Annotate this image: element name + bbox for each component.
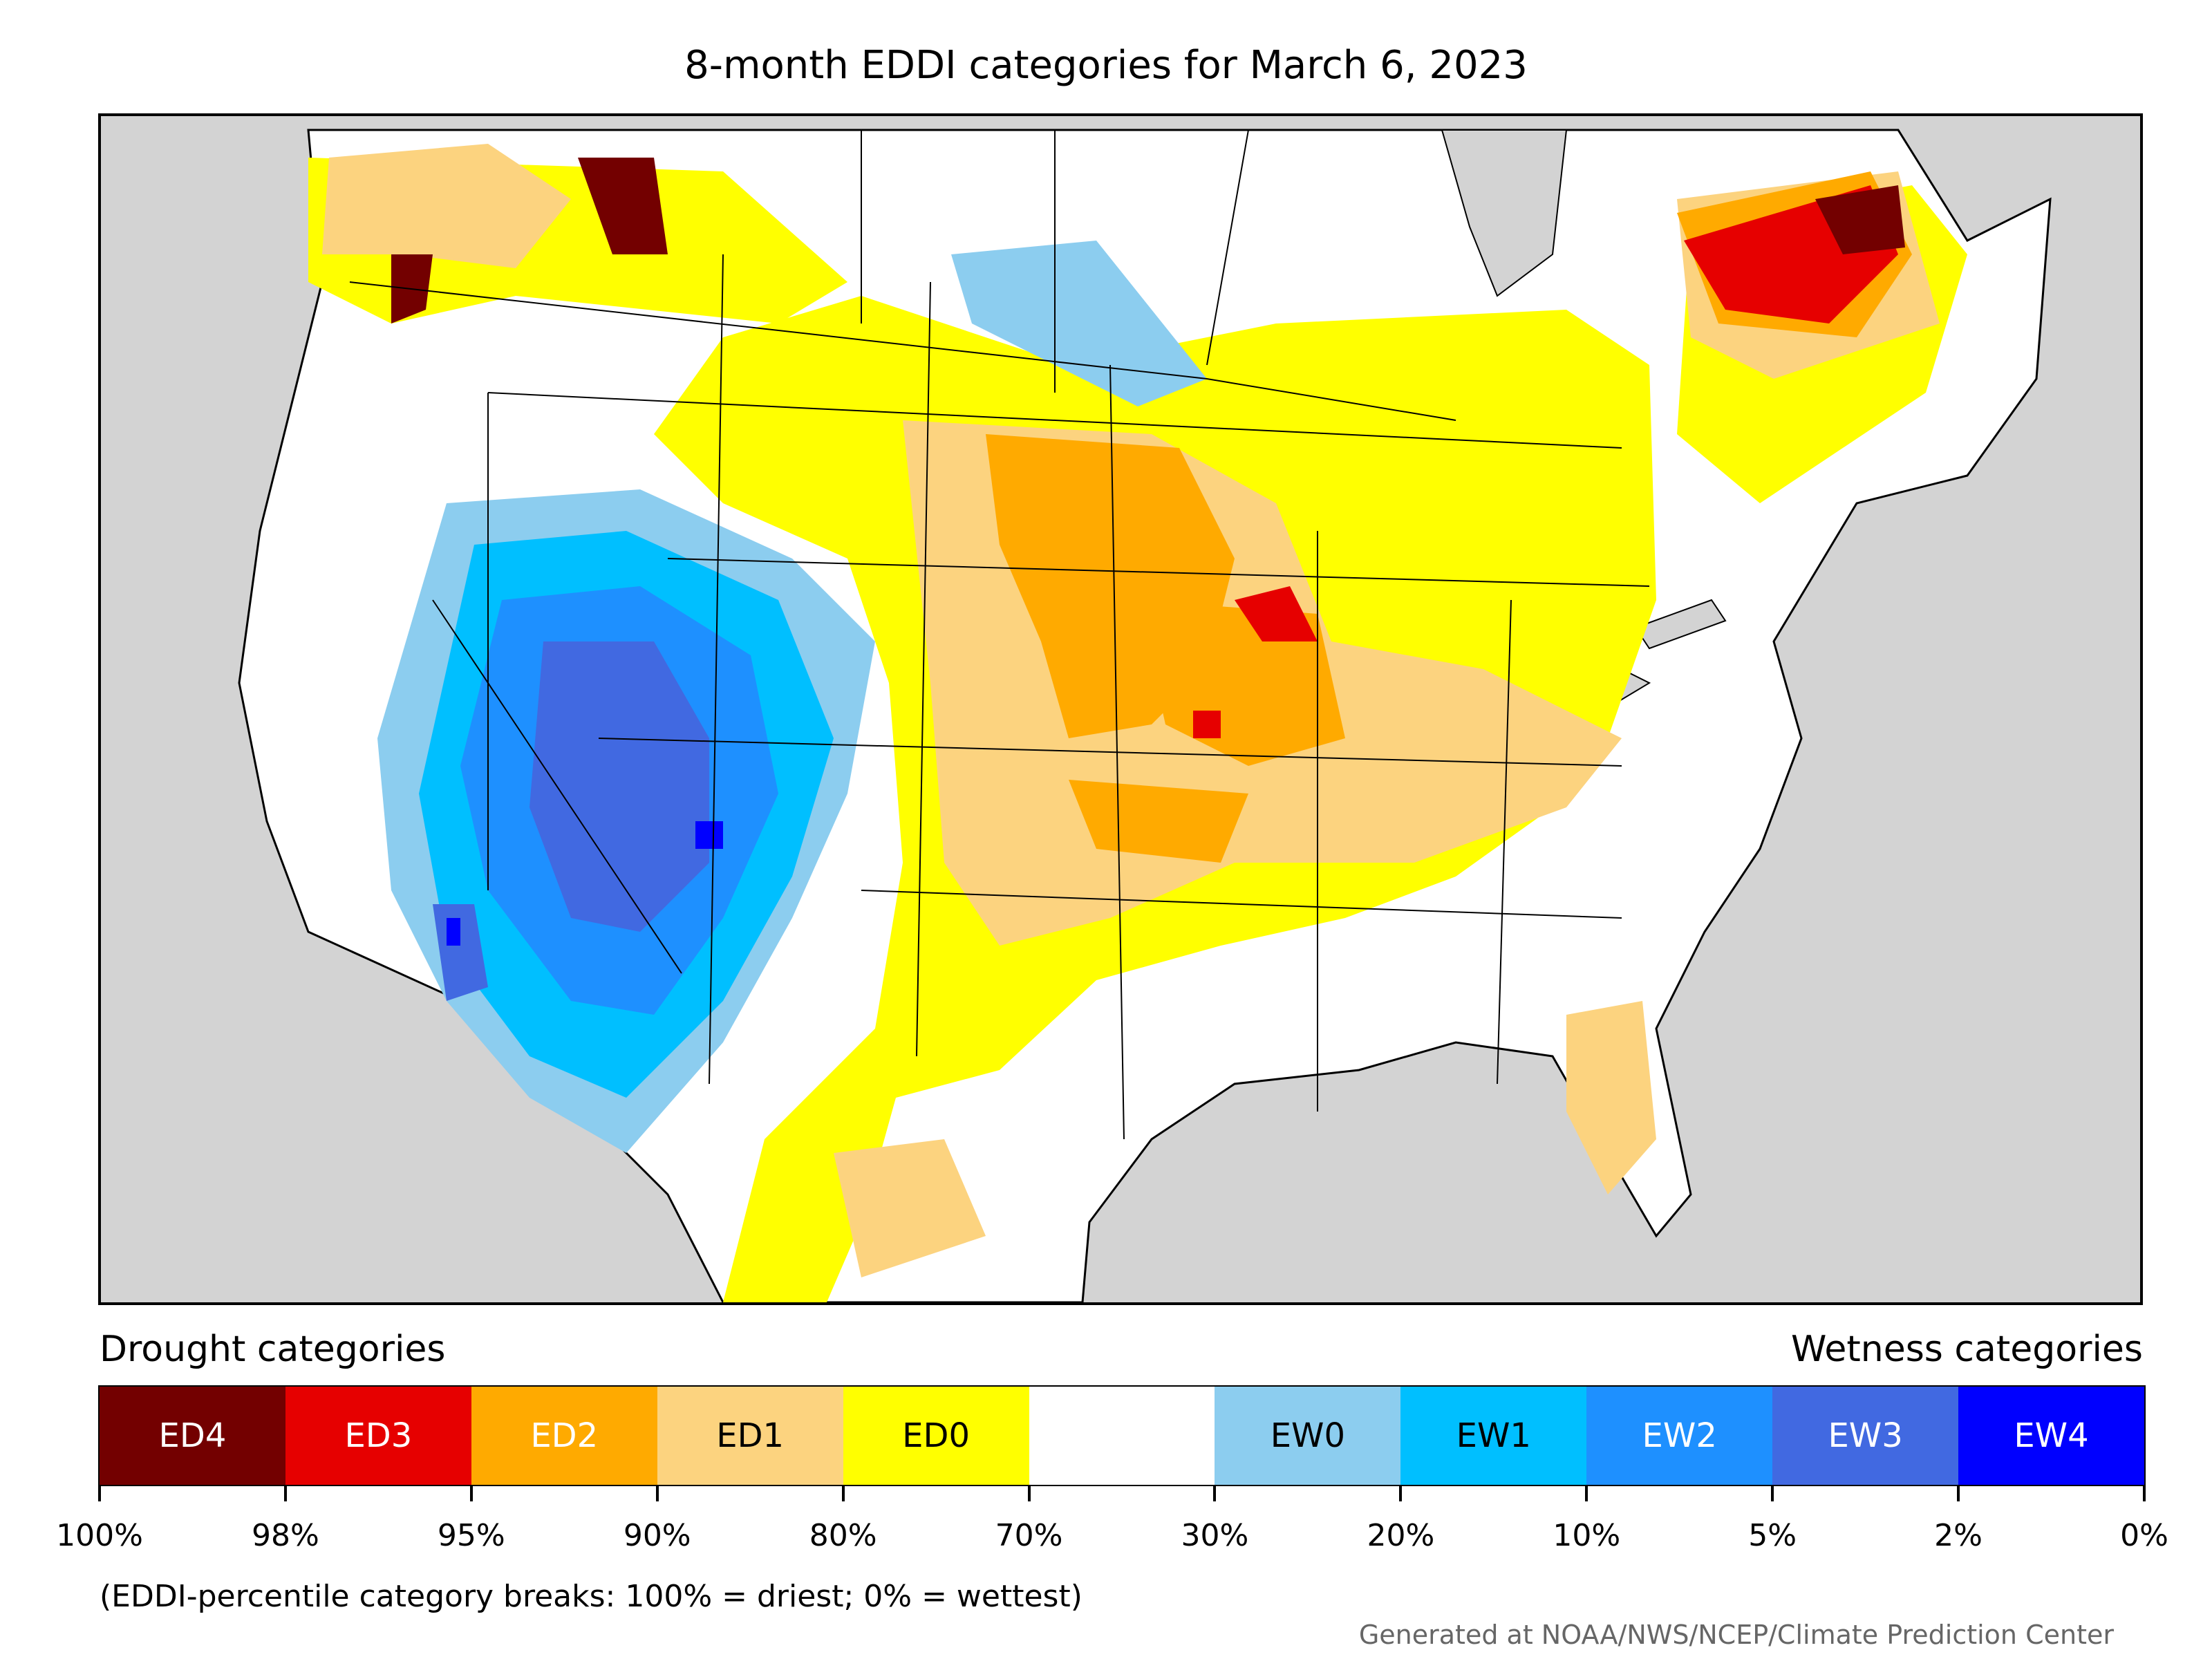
colorbar-cell: ED3 — [285, 1387, 471, 1485]
wetness-layer — [377, 241, 1207, 1153]
colorbar-tick-label: 100% — [56, 1518, 143, 1553]
colorbar-tick — [1027, 1486, 1031, 1501]
colorbar-tick — [1771, 1486, 1774, 1501]
colorbar-tick-label: 70% — [995, 1518, 1063, 1553]
colorbar-tick — [1213, 1486, 1217, 1501]
colorbar-tick-label: 0% — [2120, 1518, 2168, 1553]
hudson-bay — [1441, 129, 1568, 297]
political-boundaries — [349, 129, 1650, 1140]
colorbar-cell: ED4 — [100, 1387, 285, 1485]
colorbar-cell — [1029, 1387, 1215, 1485]
colorbar-tick-label: 10% — [1553, 1518, 1621, 1553]
category-note: (EDDI-percentile category breaks: 100% =… — [100, 1579, 1082, 1614]
category-colorbar: ED4 ED3 ED2 ED1 ED0 EW0 EW1 EW2 EW3 EW4 — [98, 1385, 2146, 1486]
colorbar-tick — [1957, 1486, 1960, 1501]
colorbar-tick — [655, 1486, 659, 1501]
colorbar-tick — [1399, 1486, 1403, 1501]
credit-line: Generated at NOAA/NWS/NCEP/Climate Predi… — [1358, 1620, 2114, 1650]
map-canvas — [238, 129, 2052, 1302]
colorbar-tick — [283, 1486, 287, 1501]
colorbar-tick — [841, 1486, 845, 1501]
colorbar-tick-label: 2% — [1934, 1518, 1983, 1553]
wetness-categories-heading: Wetness categories — [1791, 1329, 2143, 1370]
colorbar-cell: EW3 — [1772, 1387, 1959, 1485]
drought-categories-heading: Drought categories — [100, 1329, 446, 1370]
colorbar-tick-label: 5% — [1748, 1518, 1797, 1553]
colorbar-cell: EW2 — [1586, 1387, 1773, 1485]
colorbar-cell: ED1 — [657, 1387, 843, 1485]
colorbar-cell: EW1 — [1400, 1387, 1587, 1485]
colorbar-tick — [2143, 1486, 2146, 1501]
map-title: 8-month EDDI categories for March 6, 202… — [684, 43, 1528, 88]
colorbar-tick-label: 80% — [809, 1518, 877, 1553]
colorbar-tick-label: 90% — [623, 1518, 691, 1553]
colorbar-cell: EW4 — [1958, 1387, 2144, 1485]
colorbar-cell: EW0 — [1215, 1387, 1401, 1485]
colorbar-tick-label: 98% — [252, 1518, 319, 1553]
colorbar-tick-label: 20% — [1367, 1518, 1435, 1553]
colorbar-cell: ED0 — [843, 1387, 1029, 1485]
colorbar-tick-label: 30% — [1181, 1518, 1249, 1553]
eddi-map — [98, 113, 2143, 1305]
colorbar-tick-label: 95% — [437, 1518, 505, 1553]
colorbar-cell: ED2 — [471, 1387, 657, 1485]
colorbar-tick — [98, 1486, 101, 1501]
colorbar-tick — [1585, 1486, 1588, 1501]
drought-layer — [308, 144, 1967, 1302]
colorbar-tick — [469, 1486, 473, 1501]
